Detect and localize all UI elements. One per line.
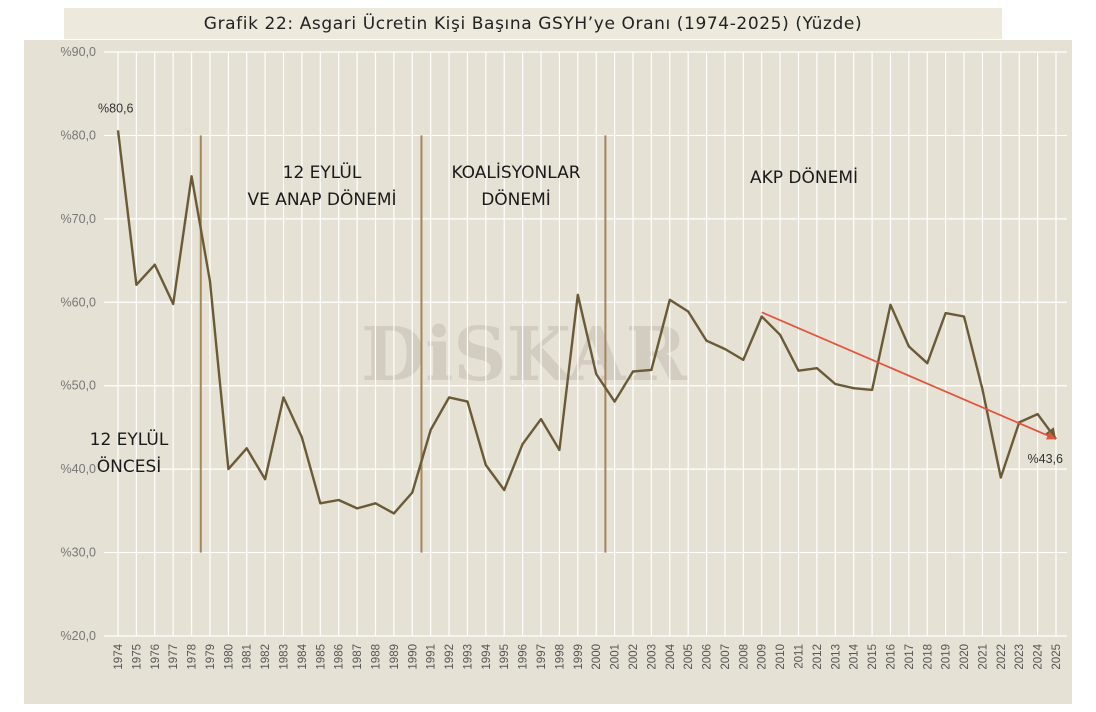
- x-tick-label: 2025: [1051, 644, 1063, 670]
- x-tick-label: 2013: [830, 644, 842, 670]
- x-tick-label: 1988: [370, 644, 382, 670]
- period-label: KOALİSYONLAR: [451, 162, 580, 183]
- x-tick-label: 1982: [260, 644, 272, 670]
- x-tick-label: 1986: [334, 644, 346, 670]
- x-tick-label: 2018: [922, 644, 934, 670]
- x-tick-label: 2011: [794, 644, 806, 669]
- x-tick-label: 2008: [738, 644, 750, 670]
- x-tick-label: 1984: [297, 643, 309, 669]
- x-tick-label: 1990: [407, 644, 419, 670]
- data-label-1974: %80,6: [98, 101, 133, 115]
- y-tick-label: %60,0: [61, 295, 96, 309]
- y-tick-label: %70,0: [61, 212, 96, 226]
- period-label: 12 EYLÜL: [90, 428, 169, 450]
- x-tick-label: 1993: [462, 644, 474, 670]
- x-tick-label: 1991: [426, 644, 438, 670]
- x-tick-label: 2014: [849, 643, 861, 669]
- x-tick-label: 2002: [628, 644, 640, 670]
- x-tick-label: 1979: [205, 644, 217, 670]
- x-tick-label: 1985: [315, 644, 327, 670]
- x-tick-label: 2023: [1014, 644, 1026, 670]
- period-label: ÖNCESİ: [97, 455, 162, 477]
- y-tick-label: %20,0: [61, 629, 96, 643]
- x-tick-label: 2016: [885, 644, 897, 670]
- line-chart: DiSKAR %20,0 %30,0 %40,0 %50,0 %60,0 %70,0 %80,…: [61, 45, 1067, 670]
- x-tick-label: 2001: [610, 644, 622, 670]
- chart-title: Grafik 22: Asgari Ücretin Kişi Başına GS…: [203, 13, 863, 34]
- chart-panel: DiSKAR %20,0 %30,0 %40,0 %50,0 %60,0 %70,0 %80,…: [24, 40, 1072, 704]
- x-tick-label: 1980: [223, 644, 235, 670]
- y-tick-label: %80,0: [61, 128, 96, 142]
- x-tick-label: 2012: [812, 644, 824, 670]
- x-tick-label: 1981: [242, 644, 254, 670]
- chart-title-box: Grafik 22: Asgari Ücretin Kişi Başına GS…: [64, 8, 1002, 39]
- period-label: DÖNEMİ: [481, 188, 551, 210]
- x-tick-label: 1983: [279, 644, 291, 670]
- x-tick-label: 1975: [131, 644, 143, 670]
- x-tick-label: 2019: [941, 644, 953, 670]
- trend-line: [761, 311, 1057, 440]
- x-tick-label: 2005: [683, 644, 695, 670]
- period-label: VE ANAP DÖNEMİ: [247, 188, 396, 210]
- x-tick-label: 1992: [444, 644, 456, 670]
- data-label-2025: %43,6: [1028, 452, 1063, 466]
- x-tick-label: 1995: [499, 644, 511, 670]
- x-tick-label: 2006: [702, 644, 714, 670]
- x-tick-label: 1996: [518, 644, 530, 670]
- period-label: 12 EYLÜL: [283, 161, 362, 183]
- x-tick-label: 2000: [591, 644, 603, 670]
- x-tick-label: 2020: [959, 644, 971, 670]
- x-tick-label: 1989: [389, 644, 401, 670]
- x-tick-label: 2004: [665, 643, 677, 669]
- x-tick-label: 1998: [554, 644, 566, 670]
- x-tick-label: 2003: [646, 644, 658, 670]
- x-tick-label: 2024: [1033, 643, 1045, 669]
- x-tick-label: 1987: [352, 644, 364, 670]
- watermark: DiSKAR: [361, 312, 687, 398]
- x-tick-label: 2009: [757, 644, 769, 670]
- x-tick-label: 1999: [573, 644, 585, 670]
- x-tick-label: 1978: [187, 644, 199, 670]
- x-tick-label: 1977: [168, 644, 180, 670]
- x-tick-label: 1994: [481, 643, 493, 669]
- x-tick-label: 2017: [904, 644, 916, 670]
- x-tick-label: 2022: [996, 644, 1008, 670]
- x-tick-label: 1976: [150, 644, 162, 670]
- x-tick-label: 2021: [977, 644, 989, 670]
- x-tick-label: 1974: [113, 643, 125, 669]
- x-tick-label: 2015: [867, 644, 879, 670]
- x-tick-label: 2010: [775, 644, 787, 670]
- trend-line-arrowhead: [1046, 431, 1056, 440]
- x-tick-label: 2007: [720, 644, 732, 670]
- y-tick-label: %40,0: [61, 462, 96, 476]
- y-tick-label: %90,0: [61, 45, 96, 59]
- x-tick-label: 1997: [536, 644, 548, 670]
- period-label: AKP DÖNEMİ: [750, 166, 858, 188]
- data-line: [116, 130, 1057, 515]
- y-tick-label: %50,0: [61, 379, 96, 393]
- y-tick-label: %30,0: [61, 546, 96, 560]
